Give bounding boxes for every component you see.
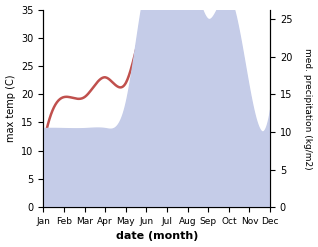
X-axis label: date (month): date (month) xyxy=(115,231,198,242)
Y-axis label: max temp (C): max temp (C) xyxy=(5,75,16,142)
Y-axis label: med. precipitation (kg/m2): med. precipitation (kg/m2) xyxy=(303,48,313,169)
